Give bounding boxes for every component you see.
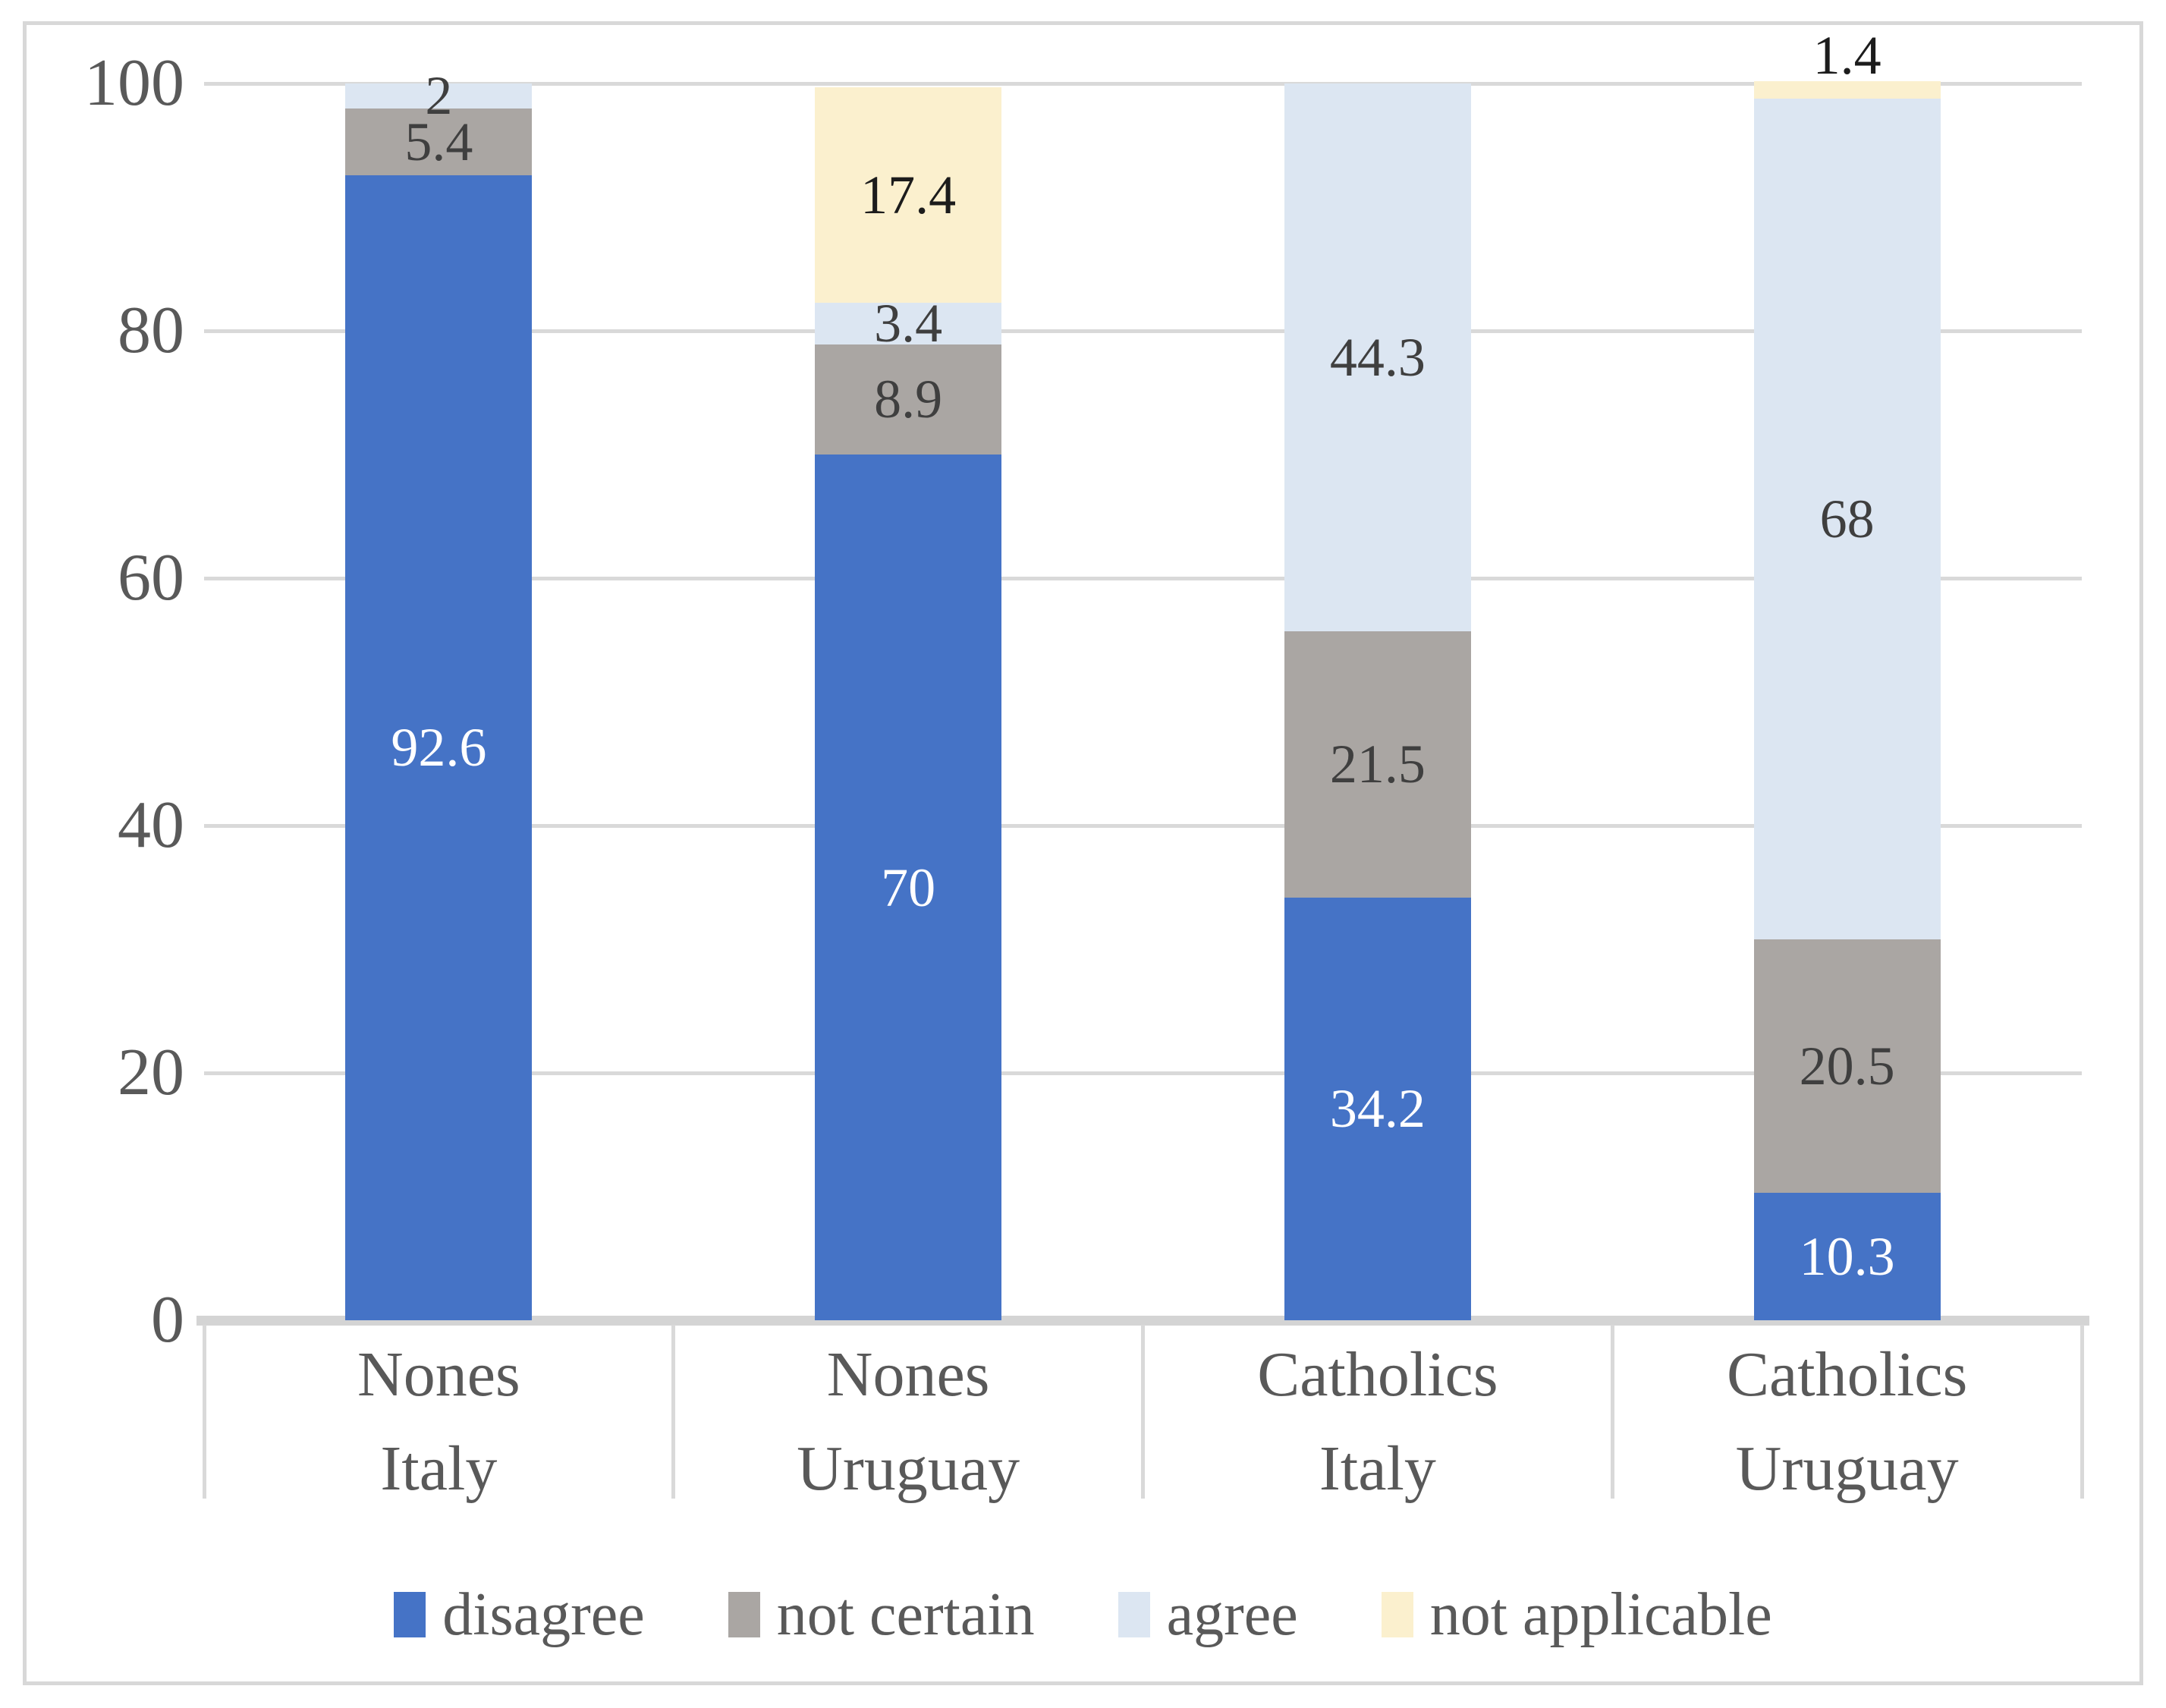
category-label-catholics-italy: Catholics Italy bbox=[1143, 1325, 1613, 1504]
legend-swatch-agree bbox=[1118, 1592, 1150, 1637]
legend-label-not-certain: not certain bbox=[776, 1581, 1035, 1648]
segment-not-certain-nones-uruguay: 8.9 bbox=[815, 344, 1002, 455]
category-country-label: Italy bbox=[380, 1433, 498, 1504]
category-divider-2 bbox=[1141, 1325, 1145, 1499]
data-label-agree-catholics-italy: 44.3 bbox=[1329, 327, 1426, 388]
category-label-catholics-uruguay: Catholics Uruguay bbox=[1612, 1325, 2082, 1504]
category-group-label: Catholics bbox=[1726, 1339, 1968, 1410]
segment-agree-nones-uruguay: 3.4 bbox=[815, 296, 1002, 351]
bar-nones-italy: 92.6 5.4 2 bbox=[345, 0, 533, 1320]
legend: disagree not certain agree not applicable bbox=[0, 1580, 2166, 1650]
category-country-label: Uruguay bbox=[1735, 1433, 1959, 1504]
bar-catholics-uruguay: 10.3 20.5 68 1.4 bbox=[1753, 0, 1941, 1320]
legend-item-not-applicable: not applicable bbox=[1381, 1581, 1772, 1648]
data-label-not-certain-catholics-uruguay: 20.5 bbox=[1799, 1036, 1895, 1097]
category-divider-4 bbox=[2080, 1325, 2084, 1499]
data-label-disagree-catholics-uruguay: 10.3 bbox=[1799, 1226, 1895, 1288]
segment-disagree-catholics-uruguay: 10.3 bbox=[1753, 1193, 1941, 1320]
gridline-80 bbox=[204, 329, 2082, 333]
segment-agree-catholics-italy: 44.3 bbox=[1284, 83, 1471, 632]
legend-swatch-not-applicable bbox=[1381, 1592, 1413, 1637]
data-label-not-applicable-nones-uruguay: 17.4 bbox=[860, 164, 957, 225]
data-label-not-certain-catholics-italy: 21.5 bbox=[1329, 734, 1426, 795]
segment-agree-catholics-uruguay: 68 bbox=[1753, 98, 1941, 939]
legend-item-disagree: disagree bbox=[394, 1582, 645, 1647]
segment-disagree-nones-italy: 92.6 bbox=[345, 175, 533, 1320]
data-label-agree-nones-italy: 2 bbox=[425, 65, 453, 127]
segment-disagree-catholics-italy: 34.2 bbox=[1284, 897, 1471, 1320]
y-tick-label-40: 40 bbox=[118, 788, 184, 862]
category-group-label: Catholics bbox=[1257, 1339, 1498, 1410]
y-tick-label-100: 100 bbox=[84, 46, 184, 120]
x-axis-line bbox=[196, 1316, 2089, 1326]
category-divider-0 bbox=[202, 1325, 206, 1499]
segment-not-certain-catholics-uruguay: 20.5 bbox=[1753, 939, 1941, 1194]
data-label-agree-catholics-uruguay: 68 bbox=[1819, 488, 1875, 549]
bar-catholics-italy: 34.2 21.5 44.3 bbox=[1284, 0, 1471, 1320]
category-divider-3 bbox=[1610, 1325, 1614, 1499]
y-tick-label-80: 80 bbox=[118, 294, 184, 367]
legend-swatch-disagree bbox=[394, 1592, 426, 1637]
category-label-nones-uruguay: Nones Uruguay bbox=[674, 1325, 1143, 1504]
legend-label-disagree: disagree bbox=[442, 1581, 645, 1648]
segment-disagree-nones-uruguay: 70 bbox=[815, 455, 1002, 1320]
y-tick-label-0: 0 bbox=[151, 1283, 184, 1357]
category-label-nones-italy: Nones Italy bbox=[204, 1325, 674, 1504]
data-label-disagree-nones-uruguay: 70 bbox=[881, 857, 936, 918]
legend-item-agree: agree bbox=[1118, 1582, 1298, 1647]
category-group-label: Nones bbox=[826, 1339, 990, 1410]
gridline-100 bbox=[204, 82, 2082, 86]
data-label-not-applicable-catholics-uruguay: 1.4 bbox=[1812, 24, 1881, 86]
legend-label-not-applicable: not applicable bbox=[1429, 1581, 1772, 1648]
segment-not-applicable-nones-uruguay: 17.4 bbox=[815, 87, 1002, 303]
segment-not-certain-nones-italy: 5.4 bbox=[345, 108, 533, 175]
bar-nones-uruguay: 70 8.9 3.4 17.4 bbox=[815, 0, 1002, 1320]
legend-label-agree: agree bbox=[1166, 1581, 1298, 1648]
segment-not-applicable-catholics-uruguay: 1.4 bbox=[1753, 28, 1941, 99]
data-label-agree-nones-uruguay: 3.4 bbox=[874, 293, 943, 354]
chart-outer-border bbox=[23, 21, 2143, 1685]
data-label-not-certain-nones-italy: 5.4 bbox=[404, 111, 473, 172]
gridline-40 bbox=[204, 824, 2082, 828]
legend-item-not-certain: not certain bbox=[728, 1582, 1035, 1647]
data-label-not-certain-nones-uruguay: 8.9 bbox=[874, 369, 943, 430]
category-divider-1 bbox=[671, 1325, 676, 1499]
data-label-disagree-nones-italy: 92.6 bbox=[391, 717, 487, 779]
gridline-20 bbox=[204, 1071, 2082, 1075]
y-tick-label-60: 60 bbox=[118, 541, 184, 615]
data-label-disagree-catholics-italy: 34.2 bbox=[1329, 1078, 1426, 1140]
y-tick-label-20: 20 bbox=[118, 1036, 184, 1109]
segment-not-certain-catholics-italy: 21.5 bbox=[1284, 631, 1471, 898]
category-country-label: Uruguay bbox=[797, 1433, 1020, 1504]
gridline-60 bbox=[204, 577, 2082, 580]
category-country-label: Italy bbox=[1319, 1433, 1436, 1504]
category-group-label: Nones bbox=[357, 1339, 520, 1410]
legend-swatch-not-certain bbox=[728, 1592, 760, 1637]
segment-agree-nones-italy: 2 bbox=[345, 68, 533, 123]
